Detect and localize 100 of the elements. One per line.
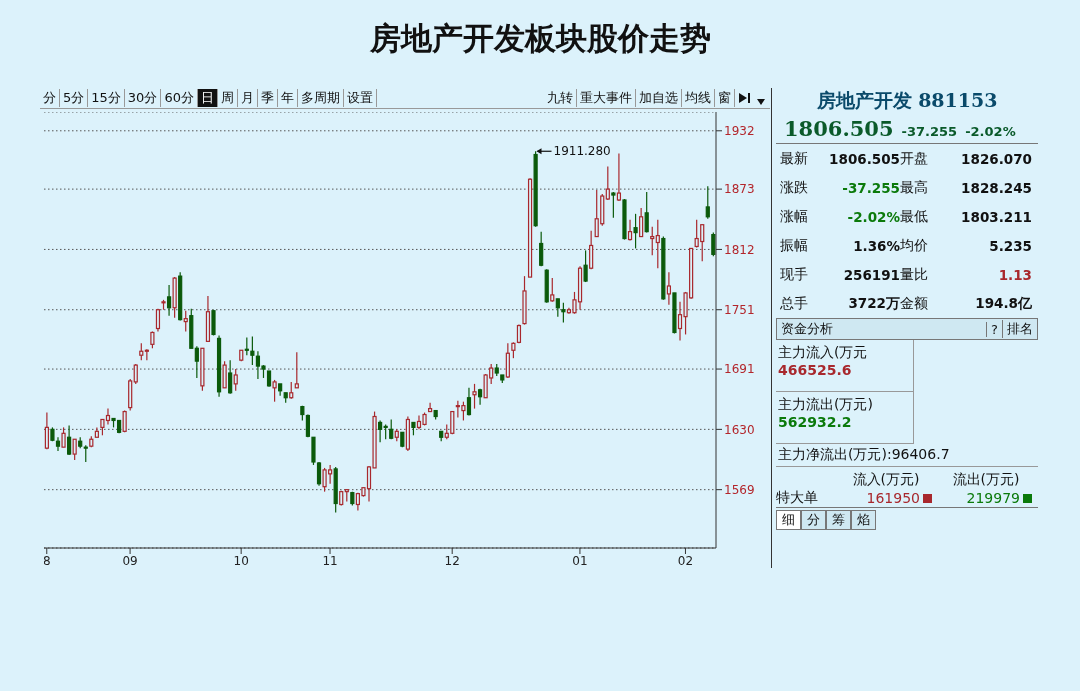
- text: 季: [257, 89, 278, 107]
- text: 涨幅: [780, 207, 809, 226]
- text: 194.8亿: [974, 294, 1032, 313]
- annotation: 1911.280: [553, 144, 611, 159]
- text: 161950: [865, 490, 921, 506]
- text: 量比: [900, 265, 929, 284]
- y-tick-label: 1630: [724, 422, 755, 437]
- text: 年: [277, 89, 298, 107]
- text: 日: [197, 89, 218, 107]
- y-tick-label: 1751: [724, 302, 755, 317]
- text: 周: [217, 89, 238, 107]
- text: 现手: [780, 265, 809, 284]
- candlestick: [589, 230, 594, 270]
- text: ?: [986, 321, 1002, 337]
- candlestick: [144, 348, 149, 361]
- text: 1806.505: [784, 116, 894, 141]
- candlestick: [550, 277, 555, 303]
- x-tick-label: 11: [322, 553, 338, 568]
- text: 1.13: [997, 266, 1032, 283]
- text: 均线: [682, 89, 715, 107]
- candlestick: [605, 165, 610, 201]
- candlestick: [61, 426, 66, 448]
- text: 涨跌: [780, 178, 809, 197]
- text: 256191: [842, 266, 900, 283]
- text: 主力流出(万元): [778, 396, 874, 414]
- candlestick: [639, 207, 644, 238]
- text: 1826.070: [960, 150, 1032, 167]
- text: 月: [237, 89, 258, 107]
- text: 主力流入(万元: [778, 344, 869, 362]
- text: 资金分析: [780, 320, 834, 338]
- text: 排名: [1002, 320, 1037, 338]
- text: 最高: [900, 178, 929, 197]
- candlestick: [655, 219, 660, 269]
- candlestick: [711, 232, 716, 257]
- text: 30分: [124, 89, 162, 107]
- text: 466525.6: [778, 362, 853, 378]
- text: 最低: [900, 207, 929, 226]
- y-tick-label: 1873: [724, 182, 755, 197]
- candlestick: [228, 359, 233, 395]
- candlestick: [378, 419, 383, 443]
- text: 主力净流出(万元):96406.7: [776, 444, 1038, 467]
- y-tick-label: 1812: [724, 242, 755, 257]
- candlestick: [539, 231, 544, 267]
- text: 3722万: [847, 294, 900, 313]
- text: 九转: [544, 89, 577, 107]
- x-tick-label: 8: [42, 553, 51, 568]
- text: -37.255: [901, 124, 958, 139]
- text: 细: [776, 510, 801, 530]
- candlestick: [194, 345, 199, 379]
- text: 窗: [715, 89, 735, 107]
- x-tick-label: 01: [572, 553, 588, 568]
- text: 1806.505: [828, 150, 900, 167]
- candlestick: [428, 402, 433, 413]
- text: 开盘: [900, 149, 929, 168]
- text: 15分: [88, 89, 125, 107]
- text: 219979: [965, 490, 1021, 506]
- text: 最新: [780, 149, 809, 168]
- text: 金额: [900, 294, 929, 313]
- candlestick: [705, 185, 710, 220]
- candlestick: [133, 363, 138, 385]
- candlestick: [294, 351, 299, 389]
- candlestick: [44, 411, 49, 450]
- candlestick: [67, 424, 72, 456]
- text: 5分: [60, 89, 89, 107]
- text: -37.255: [841, 179, 900, 196]
- text: 均价: [900, 236, 929, 255]
- text: 1803.211: [960, 208, 1032, 225]
- candlestick: [222, 360, 227, 389]
- text: 562932.2: [778, 414, 853, 430]
- candlestick: [583, 249, 588, 283]
- x-tick-label: 10: [233, 553, 249, 568]
- text: 1.36%: [852, 237, 900, 254]
- text: 特大单: [776, 489, 819, 507]
- text: 1828.245: [960, 179, 1032, 196]
- text: 60分: [161, 89, 198, 107]
- candlestick: [183, 310, 188, 333]
- text: 设置: [343, 89, 377, 107]
- text: 加自选: [636, 89, 682, 107]
- candlestick: [505, 342, 510, 379]
- candlestick: [233, 368, 238, 392]
- candlestick: [561, 302, 566, 324]
- text: 分: [801, 510, 826, 530]
- candlestick: [650, 226, 655, 256]
- x-tick-label: 09: [122, 553, 138, 568]
- y-tick-label: 1932: [724, 124, 755, 139]
- text: 重大事件: [577, 89, 636, 107]
- text: 5.235: [988, 237, 1032, 254]
- text: 多周期: [297, 89, 344, 107]
- candlestick: [466, 387, 472, 417]
- text: 振幅: [780, 236, 809, 255]
- text: 分: [40, 89, 60, 107]
- candlestick: [72, 438, 77, 461]
- text: 总手: [780, 294, 809, 313]
- text: -2.02%: [965, 124, 1016, 139]
- candlestick: [666, 271, 672, 306]
- text: 焰: [851, 510, 876, 530]
- text: -2.02%: [846, 208, 900, 225]
- candlestick: [272, 379, 277, 403]
- x-tick-label: 02: [677, 553, 694, 568]
- candlestick: [55, 436, 61, 452]
